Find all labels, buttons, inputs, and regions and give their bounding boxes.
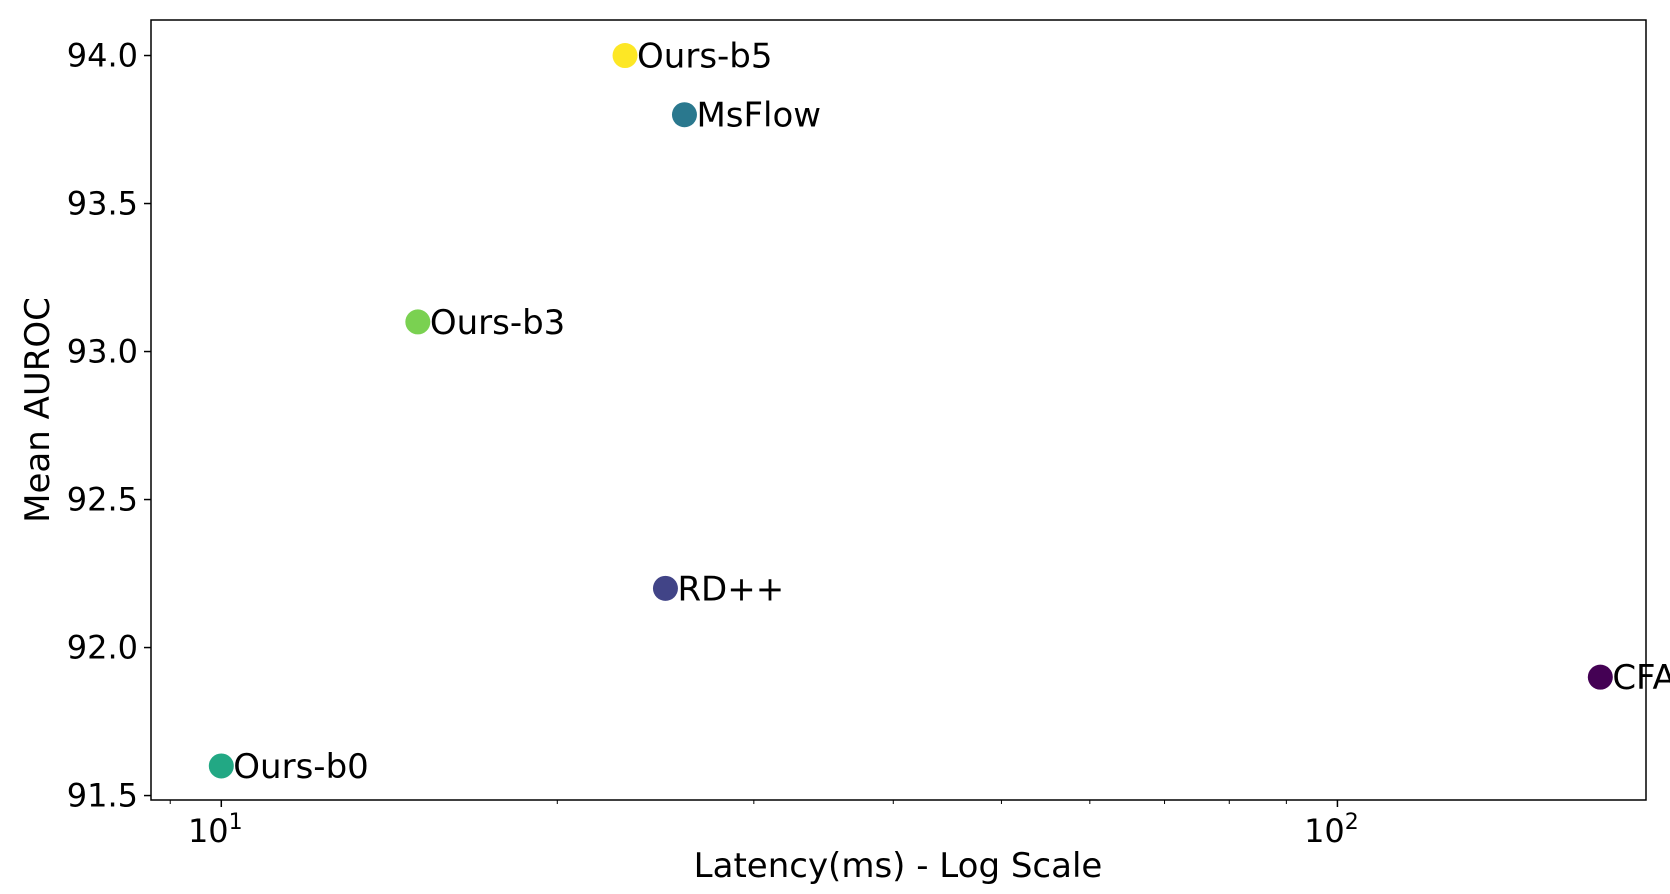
x-tick-base: 10: [188, 812, 229, 850]
y-axis-title: Mean AUROC: [18, 297, 58, 523]
y-tick-label: 92.0: [67, 629, 138, 667]
y-axis-ticks: 91.5 92.0 92.5 93.0 93.5 94.0: [67, 37, 151, 815]
point-label: Ours-b0: [233, 747, 368, 787]
y-tick-label: 92.5: [67, 481, 138, 519]
data-point: [405, 309, 431, 335]
plot-frame: [150, 19, 1647, 801]
point-label: CFA: [1612, 658, 1670, 698]
data-point: [612, 43, 638, 69]
data-point: [1587, 664, 1613, 690]
data-points: Ours-b5 MsFlow Ours-b3 RD++ CFA Ours-b0: [208, 37, 1670, 787]
y-tick-label: 93.5: [67, 185, 138, 223]
y-tick-label: 93.0: [67, 333, 138, 371]
x-tick-base: 10: [1304, 812, 1345, 850]
point-label: RD++: [677, 569, 784, 609]
y-tick-label: 91.5: [67, 777, 138, 815]
data-point: [671, 102, 697, 128]
y-tick-label: 94.0: [67, 37, 138, 75]
x-axis-title: Latency(ms) - Log Scale: [694, 846, 1103, 886]
x-tick-label: 101: [188, 810, 243, 850]
point-label: MsFlow: [696, 96, 821, 136]
point-label: Ours-b3: [430, 303, 565, 343]
x-tick-label: 102: [1304, 810, 1359, 850]
x-tick-exponent: 2: [1345, 810, 1359, 835]
data-point: [652, 575, 678, 601]
point-label: Ours-b5: [637, 37, 773, 77]
data-point: [208, 753, 234, 779]
x-tick-exponent: 1: [229, 810, 243, 835]
x-axis-ticks: 101 102: [169, 800, 1359, 850]
